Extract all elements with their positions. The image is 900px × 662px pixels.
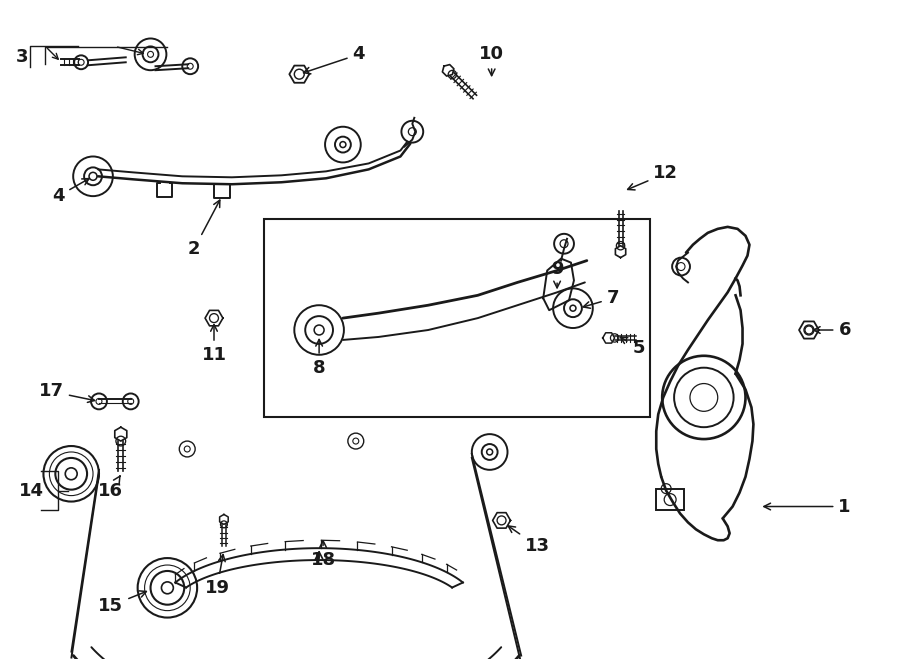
Text: 15: 15 (98, 591, 147, 615)
Text: 11: 11 (202, 324, 227, 364)
Text: 4: 4 (52, 179, 89, 205)
Text: 1: 1 (764, 498, 850, 516)
Text: 18: 18 (310, 541, 336, 569)
Text: 2: 2 (188, 200, 220, 258)
Text: 7: 7 (583, 289, 619, 308)
Text: 14: 14 (19, 482, 44, 500)
Text: 10: 10 (479, 45, 504, 75)
Text: 13: 13 (508, 526, 550, 555)
Text: 8: 8 (313, 340, 326, 377)
Text: 12: 12 (627, 164, 679, 190)
Text: 4: 4 (303, 45, 365, 73)
Bar (656, 489, 684, 510)
Text: 3: 3 (15, 48, 28, 66)
Text: 17: 17 (39, 383, 94, 402)
Text: 6: 6 (814, 321, 850, 339)
Bar (264, 219, 651, 417)
Text: 9: 9 (551, 260, 563, 288)
Text: 5: 5 (620, 337, 644, 357)
Text: 16: 16 (98, 476, 123, 500)
Text: 19: 19 (204, 555, 230, 597)
